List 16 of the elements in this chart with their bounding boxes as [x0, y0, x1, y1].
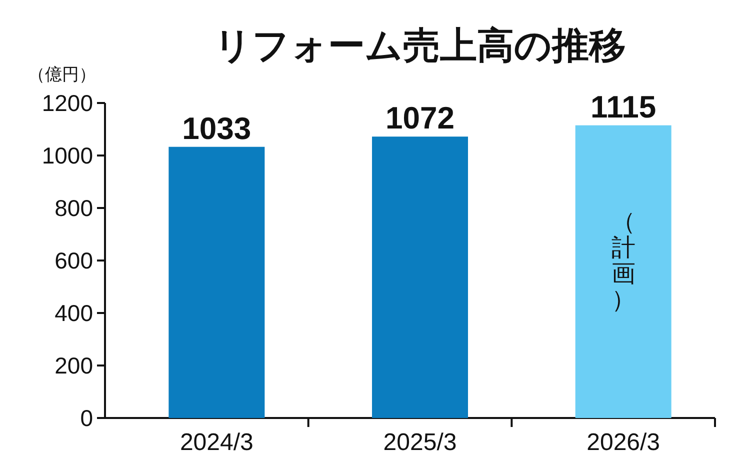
data-label: 1115 — [590, 89, 656, 124]
data-label: 1072 — [386, 100, 454, 136]
y-tick-label: 1000 — [42, 142, 93, 168]
x-tick-label: 2025/3 — [383, 429, 457, 456]
annotation: （計画） — [611, 208, 636, 314]
data-label: 1033 — [182, 110, 252, 146]
y-tick-label: 200 — [54, 352, 93, 378]
x-tick-label: 2026/3 — [586, 429, 660, 456]
y-tick-label: 0 — [80, 405, 93, 431]
y-tick-label: 800 — [54, 195, 93, 221]
y-tick-label: 400 — [54, 300, 93, 326]
y-axis-title: （億円） — [28, 65, 96, 84]
x-tick-label: 2024/3 — [180, 429, 254, 456]
chart-title: リフォーム売上高の推移 — [214, 25, 626, 66]
y-tick-label: 1200 — [42, 90, 93, 116]
y-tick-label: 600 — [54, 248, 93, 274]
